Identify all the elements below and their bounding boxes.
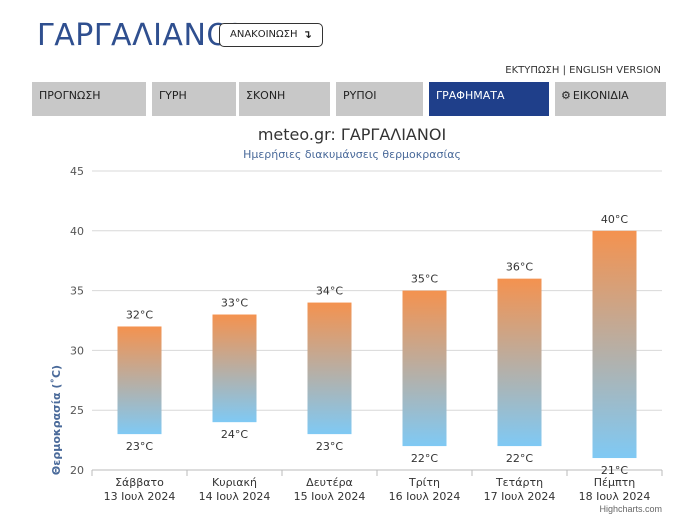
y-tick-label: 30 [70,344,84,357]
top-links: ΕΚΤΥΠΩΣΗ | ENGLISH VERSION [505,65,661,76]
low-temp-label: 22°C [506,452,533,465]
y-tick-label: 45 [70,165,84,178]
low-temp-label: 21°C [601,464,628,477]
high-temp-label: 34°C [316,285,343,298]
x-tick-date: 14 Ιουλ 2024 [199,490,271,503]
x-tick-day: Τετάρτη [495,476,543,489]
grid-lines: 20 25 30 35 40 45 [70,165,662,477]
arrow-down-icon: ↴ [302,28,312,41]
bars [117,230,637,459]
tab-label: ΕΙΚΟΝΙΔΙΑ [572,89,629,102]
high-temp-label: 33°C [221,297,248,310]
gear-icon: ⚙ [561,89,571,102]
announcement-button[interactable]: ΑΝΑΚΟΙΝΩΣΗ ↴ [219,23,323,47]
high-temp-label: 40°C [601,213,628,226]
low-temp-label: 22°C [411,452,438,465]
temperature-range-chart: meteo.gr: ΓΑΡΓΑΛΙΑΝΟΙ Ημερήσιες διακυμάν… [50,125,663,503]
tab-label: ΡΥΠΟΙ [343,89,377,102]
data-labels: 32°C 23°C 33°C 24°C 34°C 23°C 35°C 22°C 36°C 22°C… [126,213,628,477]
tab-label: ΓΥΡΗ [159,89,187,102]
chart-subtitle: Ημερήσιες διακυμάνσεις θερμοκρασίας [243,148,461,161]
x-tick-date: 15 Ιουλ 2024 [294,490,366,503]
temperature-bar[interactable] [592,230,637,459]
temperature-bar[interactable] [117,326,162,435]
x-tick-date: 13 Ιουλ 2024 [104,490,176,503]
chart-title: meteo.gr: ΓΑΡΓΑΛΙΑΝΟΙ [258,125,446,144]
city-title: ΓΑΡΓΑΛΙΑΝΟΙ [37,18,240,53]
nav-tabs: ΠΡΟΓΝΩΣΗ ΓΥΡΗ ΣΚΟΝΗ ΡΥΠΟΙ ΓΡΑΦΗΜΑΤΑ ⚙ ΕΙΚ… [32,82,666,116]
y-tick-label: 20 [70,464,84,477]
y-axis-label: Θερμοκρασία (˚C) [50,365,63,475]
tab-label: ΠΡΟΓΝΩΣΗ [39,89,101,102]
x-tick-day: Δευτέρα [306,476,353,489]
x-tick-date: 16 Ιουλ 2024 [389,490,461,503]
english-version-link[interactable]: ENGLISH VERSION [569,65,661,76]
temperature-bar[interactable] [497,278,542,447]
low-temp-label: 23°C [126,440,153,453]
tab-charts[interactable]: ΓΡΑΦΗΜΑΤΑ [429,82,549,116]
high-temp-label: 35°C [411,273,438,286]
x-tick-day: Πέμπτη [594,476,635,489]
print-link[interactable]: ΕΚΤΥΠΩΣΗ [505,65,560,76]
link-separator: | [559,65,570,76]
y-tick-label: 25 [70,404,84,417]
x-tick-date: 17 Ιουλ 2024 [484,490,556,503]
x-tick-day: Τρίτη [408,476,440,489]
temperature-bar[interactable] [307,302,352,435]
tab-pollutants[interactable]: ΡΥΠΟΙ [336,82,423,116]
announcement-label: ΑΝΑΚΟΙΝΩΣΗ [230,29,298,40]
tab-pollen[interactable]: ΓΥΡΗ [152,82,236,116]
x-tick-day: Σάββατο [115,476,164,489]
x-tick-day: Κυριακή [212,476,257,489]
tab-dust[interactable]: ΣΚΟΝΗ [239,82,330,116]
high-temp-label: 36°C [506,261,533,274]
low-temp-label: 24°C [221,428,248,441]
temperature-bar[interactable] [402,290,447,447]
tab-label: ΣΚΟΝΗ [246,89,286,102]
low-temp-label: 23°C [316,440,343,453]
high-temp-label: 32°C [126,308,153,321]
tab-icons[interactable]: ⚙ ΕΙΚΟΝΙΔΙΑ [555,82,666,116]
highcharts-credits[interactable]: Highcharts.com [599,504,662,514]
y-tick-label: 35 [70,285,84,298]
x-tick-date: 18 Ιουλ 2024 [579,490,651,503]
tab-label: ΓΡΑΦΗΜΑΤΑ [436,89,505,102]
y-tick-label: 40 [70,225,84,238]
temperature-bar[interactable] [212,314,257,423]
tab-forecast[interactable]: ΠΡΟΓΝΩΣΗ [32,82,146,116]
